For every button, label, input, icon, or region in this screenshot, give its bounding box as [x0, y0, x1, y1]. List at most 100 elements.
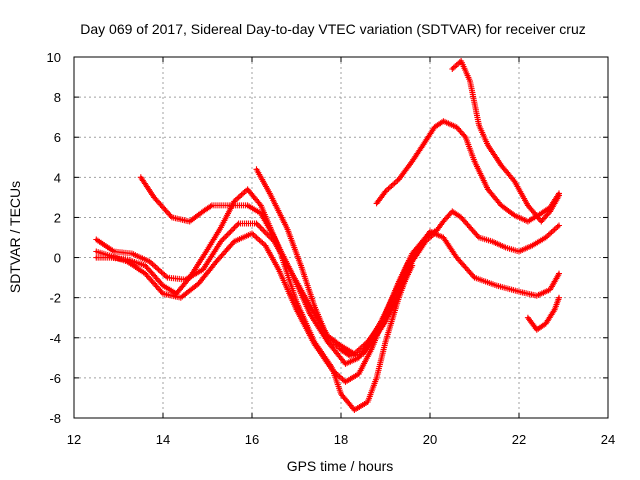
- data-point: [540, 212, 543, 215]
- data-point: [161, 292, 165, 295]
- data-point: [237, 222, 240, 225]
- data-point: [424, 140, 427, 143]
- data-point: [188, 220, 191, 223]
- data-point: [144, 264, 147, 267]
- data-point: [486, 188, 490, 191]
- data-point: [544, 322, 547, 325]
- data-point: [170, 216, 174, 219]
- data-point: [384, 340, 387, 343]
- data-point: [548, 210, 552, 213]
- data-point: [540, 220, 543, 223]
- data-point: [553, 308, 556, 311]
- data-point: [210, 204, 214, 207]
- data-point: [295, 308, 298, 311]
- data-point: [362, 352, 365, 356]
- data-point: [197, 282, 200, 285]
- data-point: [531, 244, 534, 247]
- data-point: [290, 272, 294, 275]
- data-point: [526, 220, 530, 223]
- data-point: [513, 180, 516, 183]
- data-point: [219, 226, 223, 229]
- data-point: [442, 236, 445, 239]
- y-tick-label: 8: [54, 90, 61, 105]
- data-point: [308, 304, 312, 307]
- x-axis-label: GPS time / hours: [287, 458, 394, 474]
- y-tick-label: 4: [54, 170, 61, 185]
- data-point: [375, 202, 378, 205]
- data-point: [139, 176, 142, 179]
- data-point: [299, 264, 303, 267]
- data-point: [313, 304, 316, 307]
- data-point: [215, 260, 218, 263]
- data-point: [526, 204, 530, 207]
- data-point: [384, 190, 387, 193]
- data-point: [459, 216, 463, 219]
- y-tick-label: 2: [54, 210, 61, 225]
- data-point: [161, 284, 165, 287]
- data-point: [455, 125, 458, 129]
- x-tick-label: 24: [601, 432, 615, 447]
- data-point: [326, 340, 329, 343]
- data-point: [326, 336, 329, 339]
- data-point: [459, 59, 463, 63]
- data-point: [557, 194, 561, 197]
- data-point: [313, 342, 316, 345]
- data-point: [250, 232, 254, 235]
- data-point: [491, 240, 494, 243]
- data-point: [206, 248, 209, 251]
- data-point: [428, 230, 432, 233]
- data-point: [451, 210, 454, 213]
- data-point: [513, 214, 516, 217]
- data-point: [500, 204, 503, 207]
- data-point: [455, 256, 458, 259]
- data-point: [375, 376, 378, 380]
- data-point: [366, 340, 369, 343]
- data-point: [259, 204, 263, 207]
- data-point: [108, 254, 111, 257]
- data-point: [384, 320, 387, 323]
- data-point: [442, 119, 445, 123]
- series-E: [253, 166, 416, 359]
- y-tick-label: -6: [49, 371, 61, 386]
- data-point: [535, 328, 538, 331]
- data-point: [357, 372, 360, 376]
- data-point: [268, 192, 271, 195]
- data-point: [95, 238, 98, 241]
- x-tick-label: 12: [67, 432, 81, 447]
- series-markers: [524, 294, 562, 333]
- data-point: [548, 288, 552, 291]
- data-point: [353, 408, 356, 412]
- data-point: [504, 246, 507, 249]
- series-markers: [373, 118, 562, 225]
- data-point: [419, 242, 423, 245]
- data-point: [473, 160, 476, 163]
- data-point: [495, 284, 498, 287]
- data-point: [308, 312, 312, 315]
- data-point: [233, 240, 236, 243]
- data-point: [144, 272, 147, 275]
- data-point: [344, 362, 347, 366]
- data-point: [344, 380, 347, 384]
- data-point: [277, 268, 280, 271]
- data-point: [233, 200, 236, 203]
- x-tick-label: 16: [245, 432, 259, 447]
- y-axis-label: SDTVAR / TECUs: [7, 181, 23, 293]
- data-point: [179, 296, 182, 299]
- x-tick-label: 22: [512, 432, 526, 447]
- data-point: [130, 252, 134, 255]
- series-H: [449, 58, 562, 225]
- data-point: [201, 210, 205, 213]
- data-point: [264, 244, 267, 247]
- data-point: [557, 296, 561, 299]
- series-G: [431, 208, 562, 255]
- x-tick-label: 18: [334, 432, 348, 447]
- data-point: [397, 178, 401, 181]
- data-point: [500, 164, 503, 167]
- data-point: [259, 212, 263, 215]
- series-I: [524, 294, 562, 333]
- data-point: [286, 228, 289, 231]
- data-point: [411, 160, 414, 163]
- data-point: [477, 123, 481, 127]
